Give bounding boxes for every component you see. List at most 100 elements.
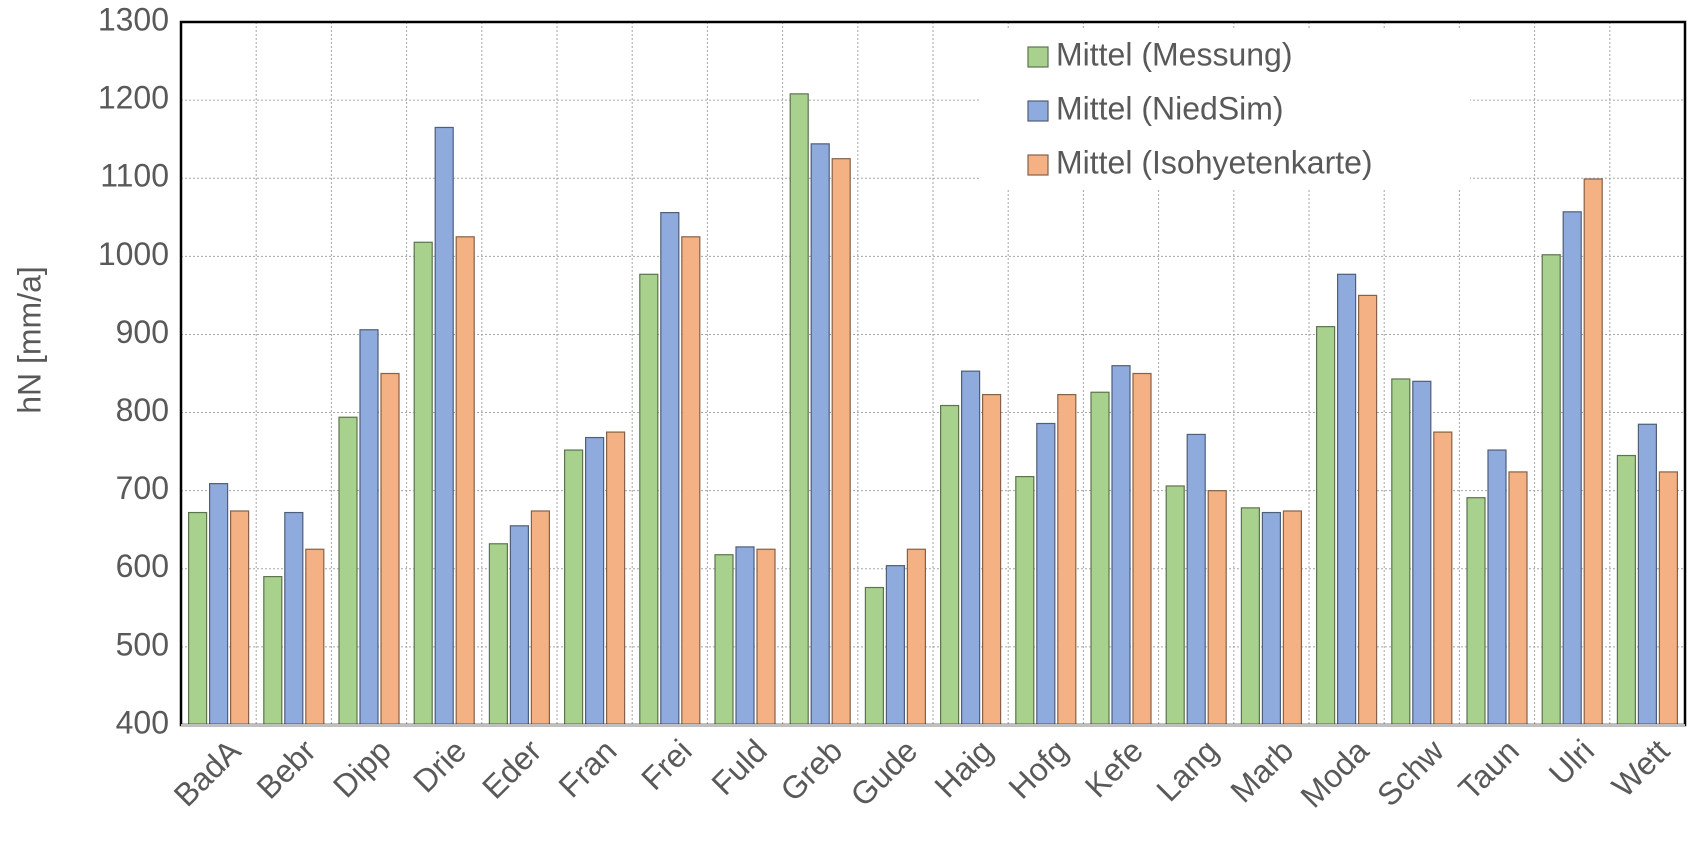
bar <box>639 273 659 726</box>
bar <box>1336 273 1357 726</box>
legend-swatch <box>1027 100 1049 122</box>
bar <box>1207 490 1227 726</box>
bar <box>1433 431 1453 726</box>
x-tick-label: Drie <box>406 732 473 799</box>
bar <box>789 93 809 726</box>
bar <box>1132 372 1152 726</box>
bar <box>1637 423 1658 726</box>
bar <box>1487 449 1507 726</box>
bar <box>530 510 551 726</box>
bar <box>509 525 529 726</box>
x-tick-label: Kefe <box>1078 732 1150 804</box>
bar <box>455 236 475 726</box>
bar <box>605 431 626 726</box>
bar <box>1357 294 1378 726</box>
x-tick-label: Lang <box>1149 732 1225 808</box>
bar <box>1658 471 1679 726</box>
bar <box>1282 510 1303 726</box>
bar <box>434 126 454 726</box>
bar <box>359 329 379 726</box>
bar <box>338 416 358 726</box>
bar <box>906 548 927 726</box>
x-tick-label: Haig <box>928 732 1000 804</box>
bar <box>563 449 584 726</box>
x-tick-label: Wett <box>1605 732 1677 804</box>
y-tick-label: 600 <box>116 548 169 584</box>
y-tick-label: 1300 <box>98 1 169 37</box>
bar <box>1240 507 1261 726</box>
y-tick-label: 1100 <box>100 158 169 194</box>
x-tick-label: Taun <box>1451 732 1526 807</box>
bar <box>230 510 250 726</box>
x-tick-label: Fuld <box>704 732 773 801</box>
x-tick-label: Greb <box>773 732 849 808</box>
y-axis-label: hN [mm/a] <box>11 266 47 414</box>
bar <box>681 236 701 726</box>
bar <box>960 370 981 726</box>
x-tick-label: Gude <box>844 732 925 813</box>
x-tick-label: Frei <box>634 732 698 796</box>
legend-swatch <box>1027 154 1049 176</box>
bar <box>1186 433 1206 726</box>
bar <box>584 436 605 726</box>
x-tick-label: Marb <box>1223 732 1300 809</box>
bar <box>864 586 885 726</box>
y-tick-label: 700 <box>116 470 169 506</box>
bar <box>1562 211 1582 726</box>
bar <box>1391 378 1411 726</box>
legend-background <box>980 30 1470 190</box>
bar <box>885 565 906 726</box>
bar <box>1541 254 1561 726</box>
bar <box>981 393 1002 726</box>
x-tick-label: Dipp <box>326 732 398 804</box>
bar <box>1111 365 1131 726</box>
bar <box>284 511 304 726</box>
bar <box>1261 511 1282 726</box>
y-tick-label: 500 <box>116 626 169 662</box>
bar <box>735 546 755 726</box>
bar <box>488 543 508 726</box>
bar <box>660 211 680 726</box>
bar <box>1090 391 1110 726</box>
y-tick-label: 900 <box>116 314 169 350</box>
x-tick-label: Hofg <box>1001 732 1074 805</box>
bar <box>1057 393 1077 726</box>
bar <box>831 158 851 726</box>
y-tick-label: 1000 <box>98 236 169 272</box>
bar <box>209 483 229 726</box>
bar <box>1015 476 1035 726</box>
bar <box>1315 326 1336 726</box>
bar <box>1036 422 1056 726</box>
bar <box>1165 485 1185 726</box>
bar <box>188 511 208 726</box>
bar <box>1412 380 1432 726</box>
x-tick-label: Bebr <box>249 732 322 805</box>
bar <box>1583 178 1603 726</box>
y-tick-label: 1200 <box>98 80 169 116</box>
bar <box>263 575 283 726</box>
y-tick-label: 800 <box>116 392 169 428</box>
x-tick-label: Schw <box>1370 732 1451 813</box>
x-tick-label: Moda <box>1293 732 1375 814</box>
bar <box>380 372 400 726</box>
bar <box>413 241 433 726</box>
bar <box>1616 454 1637 726</box>
legend: Mittel (Messung) Mittel (NiedSim) Mittel (… <box>980 30 1470 190</box>
bar <box>810 143 830 726</box>
bar <box>1466 497 1486 726</box>
bar <box>1508 471 1528 726</box>
y-tick-label: 400 <box>116 704 169 740</box>
x-tick-label: Fran <box>552 732 624 804</box>
legend-label: Mittel (Isohyetenkarte) <box>1056 144 1373 180</box>
bar <box>756 548 776 726</box>
bar <box>714 554 734 726</box>
legend-swatch <box>1027 46 1049 68</box>
bar <box>939 404 960 726</box>
legend-label: Mittel (NiedSim) <box>1056 90 1284 126</box>
bar <box>305 548 325 726</box>
x-tick-label: BadA <box>167 732 248 813</box>
x-tick-label: Eder <box>475 732 548 805</box>
x-tick-label: Ulri <box>1542 732 1601 791</box>
